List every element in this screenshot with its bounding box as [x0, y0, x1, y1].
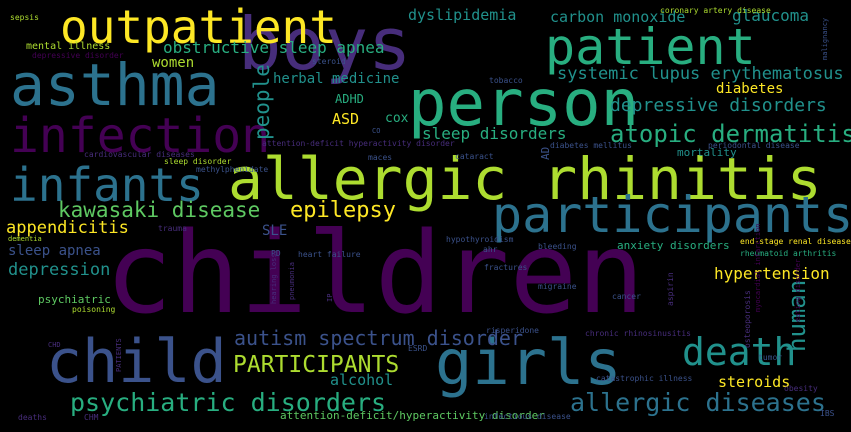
- word: patient: [545, 18, 756, 76]
- word: allergic rhinitis: [228, 145, 822, 213]
- word: myocardial infarction: [754, 223, 762, 312]
- word: depressive disorder: [32, 51, 124, 60]
- word: osteoporosis: [743, 290, 752, 348]
- word: steroids: [718, 373, 791, 391]
- word: fractures: [484, 263, 528, 272]
- word: tumor: [758, 353, 783, 362]
- word: hearing loss: [270, 253, 278, 304]
- word: CHM: [84, 413, 99, 422]
- word: child: [46, 327, 227, 397]
- word: women: [152, 55, 195, 71]
- word: coronary artery disease: [660, 6, 771, 15]
- word: herbal medicine: [273, 71, 400, 87]
- word: carbon monoxide: [550, 8, 686, 26]
- word: steroid: [312, 57, 346, 66]
- word: PATIENTS: [115, 338, 123, 372]
- word: maces: [368, 153, 393, 162]
- word: boys: [238, 2, 412, 86]
- word: hypothyroidism: [446, 235, 514, 244]
- word: diabetes: [716, 81, 784, 97]
- word: diabetes mellitus: [550, 141, 632, 150]
- word: depressive disorders: [610, 95, 827, 116]
- word: allergic diseases: [570, 388, 826, 417]
- word: end-stage renal disease: [740, 237, 851, 246]
- word: CO: [372, 127, 381, 135]
- word: appendicitis: [6, 218, 129, 238]
- word: SLE: [262, 223, 288, 239]
- word: dementia: [8, 235, 42, 243]
- word: asthma: [10, 51, 220, 119]
- word: alcohol: [330, 371, 394, 389]
- word: trauma: [158, 224, 187, 233]
- word: person: [408, 67, 640, 141]
- word: pneumonia: [288, 262, 296, 300]
- word: mental illness: [26, 41, 111, 52]
- word: anxiety disorders: [617, 239, 730, 252]
- word: chronic rhinosinusitis: [585, 329, 691, 338]
- word: cancer: [612, 292, 641, 301]
- word: sleep disorders: [422, 124, 567, 143]
- word: psychiatric disorders: [70, 388, 387, 417]
- word: people: [250, 64, 274, 140]
- word: infants: [10, 158, 204, 212]
- word: migraine: [538, 282, 577, 291]
- word: tobacco: [489, 76, 523, 85]
- word: bleeding: [538, 242, 577, 251]
- word: children: [105, 209, 645, 339]
- word: atopic dermatitis: [610, 120, 851, 148]
- word: IBS: [820, 409, 835, 418]
- word: dyslipidemia: [408, 6, 517, 24]
- word: methylphenidate: [196, 165, 269, 174]
- word: girls: [435, 326, 622, 399]
- word: attention-deficit/hyperactivity disorder: [280, 409, 545, 422]
- word: infectious disease: [484, 412, 571, 421]
- word: sleep apnea: [8, 243, 101, 259]
- word: CHD: [48, 341, 61, 349]
- word: PARTICIPANTS: [233, 352, 400, 378]
- word: sleep disorder: [164, 157, 232, 166]
- word: outpatient: [60, 0, 337, 54]
- word: kawasaki disease: [58, 198, 261, 222]
- word: mortality: [677, 146, 737, 159]
- word: sepsis: [10, 13, 39, 22]
- word: deaths: [18, 413, 47, 422]
- word: attention-deficit hyperactivity disorder: [262, 139, 455, 148]
- word: catastrophic illness: [596, 374, 693, 383]
- word: ASD: [332, 110, 360, 128]
- word: poisoning: [72, 305, 116, 314]
- word: IP: [326, 293, 334, 302]
- word: epilepsy: [290, 198, 396, 223]
- word: ADHD: [335, 92, 364, 106]
- word: heart failure: [298, 250, 361, 259]
- word: obesity: [784, 384, 818, 393]
- word: depression: [8, 260, 111, 280]
- word: systemic lupus erythematosus: [557, 64, 844, 84]
- word: obstructive sleep apnea: [163, 38, 385, 57]
- word: death: [682, 330, 797, 374]
- word: PD: [271, 249, 281, 258]
- word: periodontal disease: [708, 141, 800, 150]
- word: hypertension: [714, 264, 830, 283]
- word: aspirin: [666, 272, 675, 306]
- word: eating disorder: [794, 258, 802, 322]
- word: participants: [492, 186, 851, 244]
- word: rheumatoid arthritis: [740, 249, 837, 258]
- word: ESRD: [408, 344, 428, 353]
- word: ahr: [483, 245, 498, 254]
- word: risperidone: [486, 326, 539, 335]
- word: malignancy: [821, 17, 829, 60]
- word: cardiovascular diseases: [84, 150, 195, 159]
- word: infection: [10, 108, 271, 164]
- word: glaucoma: [732, 6, 810, 25]
- word: autism spectrum disorder: [234, 326, 523, 350]
- word: psychiatric: [38, 293, 111, 306]
- word: cox: [385, 111, 409, 126]
- word: cataract: [455, 152, 494, 161]
